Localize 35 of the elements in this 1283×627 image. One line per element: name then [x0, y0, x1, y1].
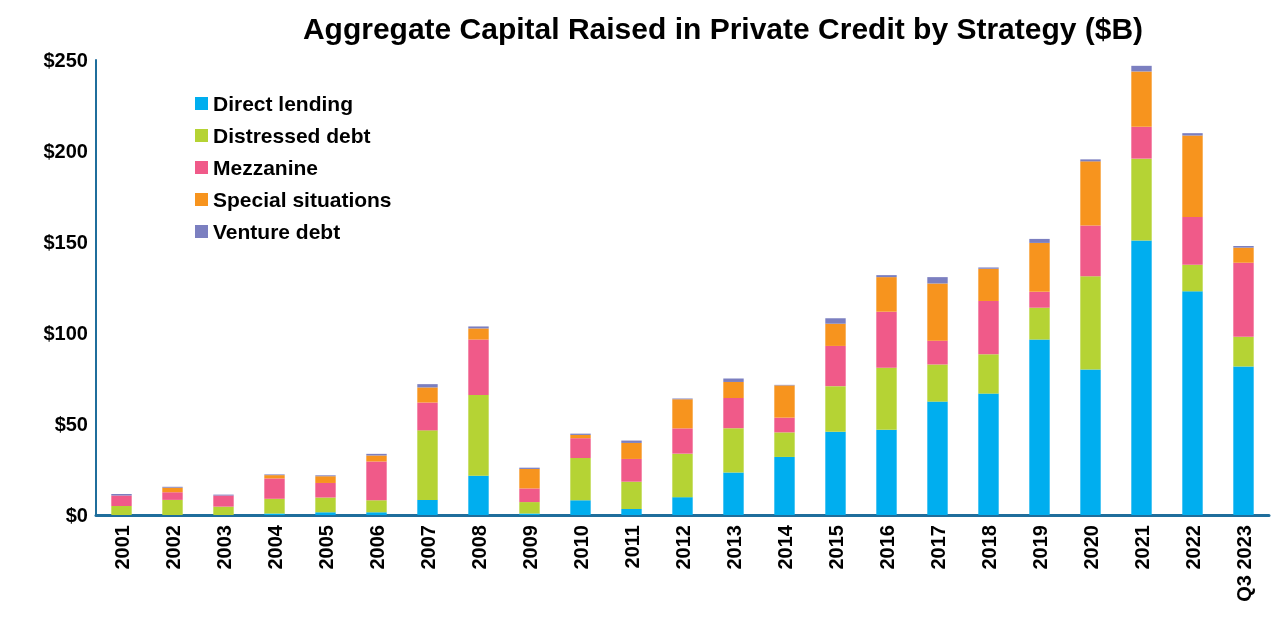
legend-label: Venture debt [213, 220, 341, 243]
legend-label: Distressed debt [213, 124, 371, 147]
legend-label: Special situations [213, 188, 392, 211]
x-tick-label: 2019 [1028, 525, 1051, 570]
y-tick-label: $50 [54, 413, 88, 435]
x-tick-label: 2011 [620, 525, 643, 569]
x-tick-label: 2017 [926, 525, 949, 570]
x-tick-label: 2013 [722, 525, 745, 570]
x-tick-label: 2022 [1181, 525, 1204, 570]
legend-label: Mezzanine [213, 156, 319, 179]
y-tick-label: $250 [43, 49, 88, 71]
y-tick-label: $100 [43, 322, 88, 344]
y-tick-label: $0 [65, 504, 88, 526]
x-tick-label: 2014 [773, 524, 796, 570]
x-tick-label: 2009 [518, 525, 541, 570]
x-tick-label: 2004 [263, 524, 286, 570]
x-tick-label: 2007 [416, 525, 439, 570]
x-tick-label: 2021 [1130, 525, 1153, 570]
x-tick-label: 2015 [824, 525, 847, 570]
x-tick-label: 2010 [569, 525, 592, 570]
x-tick-label: 2003 [212, 525, 235, 570]
x-tick-label: 2018 [977, 525, 1000, 570]
y-tick-label: $150 [43, 231, 88, 253]
x-tick-label: 2002 [161, 525, 184, 570]
chart-title: Aggregate Capital Raised in Private Credit by Strategy ($B) [302, 11, 1144, 45]
x-tick-label: 2001 [110, 525, 133, 570]
x-tick-label: 2012 [671, 525, 694, 570]
x-tick-label: 2006 [365, 525, 388, 570]
x-tick-label: 2016 [875, 525, 898, 570]
legend-label: Direct lending [213, 92, 354, 115]
y-tick-label: $200 [43, 140, 88, 162]
x-tick-label: 2020 [1079, 525, 1102, 570]
x-tick-label: 2005 [314, 525, 337, 570]
x-tick-label: 2008 [467, 525, 490, 570]
x-tick-label: Q3 2023 [1232, 525, 1255, 602]
